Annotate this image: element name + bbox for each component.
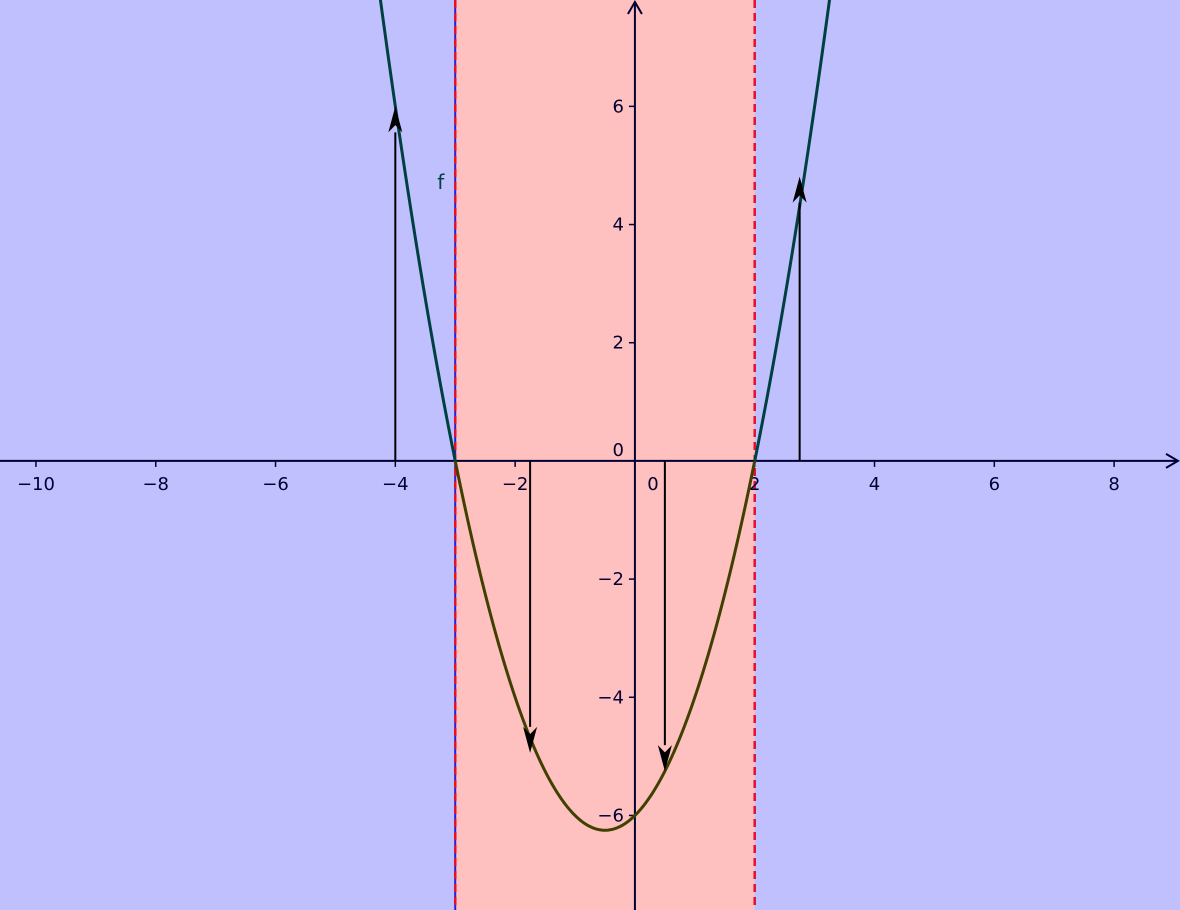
x-tick-label-9: 8: [1108, 474, 1119, 495]
curve-inside-branch: [453, 460, 757, 832]
y-tick-label-1: −4: [597, 687, 624, 708]
y-tick-label-5: 4: [612, 215, 623, 236]
shaded-band-2: [754, 0, 1180, 910]
y-tick-label-6: 6: [612, 96, 623, 117]
arrow-head-2: [657, 745, 672, 772]
y-tick-label-2: −2: [597, 569, 624, 590]
shaded-band-1: [455, 0, 755, 910]
curve-left-branch: [378, 0, 457, 462]
x-tick-label-2: −6: [262, 474, 289, 495]
y-tick-label-3: 0: [612, 440, 623, 461]
tick-labels: −10 −8 −6 −4 −2 0 2 4 6 8 −6 −4 −2 0 2 4 6: [17, 96, 1120, 826]
x-tick-label-1: −8: [142, 474, 169, 495]
function-label: f: [437, 170, 445, 194]
arrow-head-3: [792, 176, 807, 203]
x-tick-label-4: −2: [502, 474, 529, 495]
shaded-band-0: [0, 0, 456, 910]
x-tick-label-5: 0: [647, 474, 658, 495]
x-tick-label-8: 6: [989, 474, 1000, 495]
y-tick-label-4: 2: [612, 333, 623, 354]
y-axis-arrowhead: [627, 0, 643, 15]
x-tick-label-6: 2: [749, 474, 760, 495]
x-axis-arrowhead: [1165, 453, 1180, 469]
arrow-head-0: [388, 106, 403, 133]
curve-right-branch: [753, 0, 832, 462]
arrow-head-1: [523, 726, 538, 753]
function-curve: [378, 0, 832, 832]
x-tick-label-7: 4: [869, 474, 880, 495]
y-tick-label-0: −6: [597, 805, 624, 826]
arrows: [388, 106, 807, 772]
x-tick-label-0: −10: [17, 474, 55, 495]
x-tick-label-3: −4: [382, 474, 409, 495]
